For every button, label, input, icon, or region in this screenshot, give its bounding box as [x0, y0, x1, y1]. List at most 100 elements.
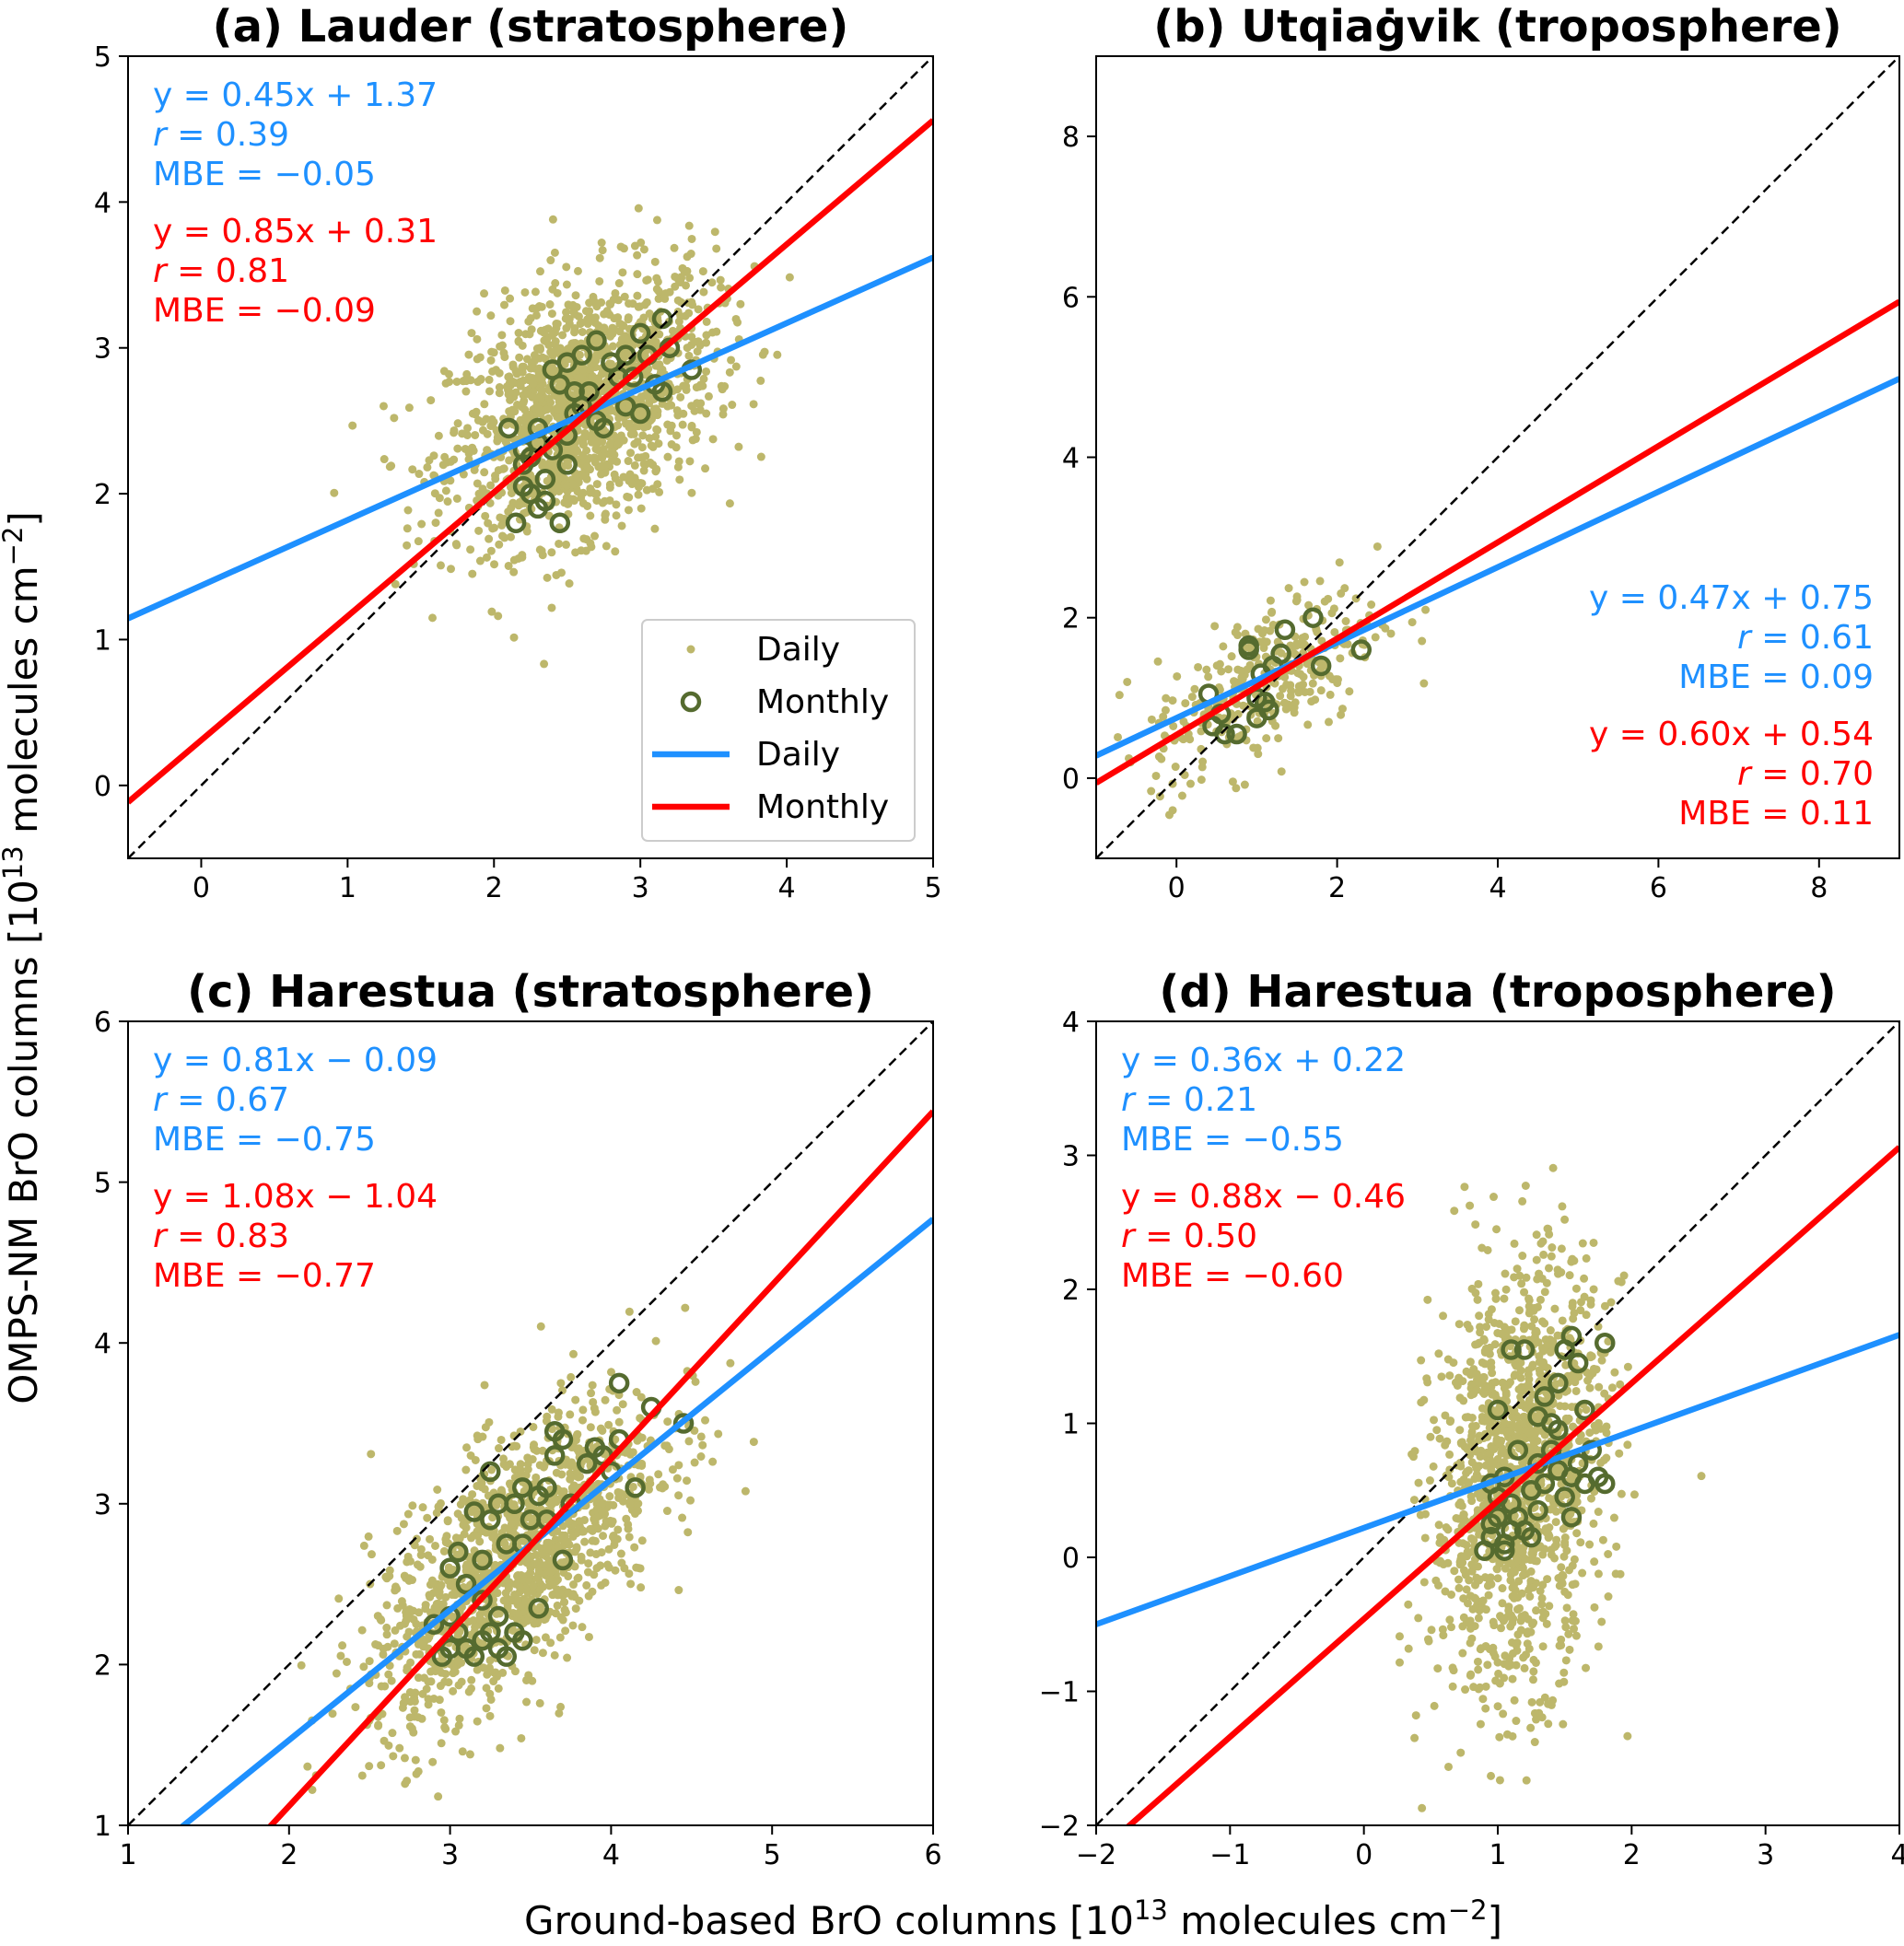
daily-point	[1324, 717, 1333, 727]
daily-point	[1483, 1416, 1492, 1426]
daily-point	[1504, 1661, 1513, 1671]
daily-point	[415, 470, 424, 479]
daily-point	[445, 378, 454, 387]
daily-point	[1569, 1610, 1578, 1619]
daily-point	[1555, 1679, 1564, 1688]
daily-point	[1474, 1665, 1483, 1674]
daily-point	[495, 383, 504, 392]
daily-point	[1471, 1462, 1480, 1471]
daily-point	[1623, 1440, 1632, 1450]
daily-point	[633, 251, 642, 260]
daily-point	[637, 1461, 647, 1470]
daily-point	[591, 445, 601, 454]
daily-point	[1610, 1368, 1619, 1377]
daily-point	[1611, 1569, 1620, 1579]
x-tick-label: 2	[1623, 1839, 1641, 1871]
daily-point	[1290, 708, 1299, 717]
daily-point	[539, 328, 548, 337]
daily-point	[516, 1465, 525, 1474]
daily-point	[672, 1474, 682, 1483]
daily-point	[698, 1440, 707, 1450]
x-tick-label: 2	[1328, 872, 1346, 904]
daily-point	[502, 1462, 511, 1472]
daily-point	[477, 1639, 486, 1649]
daily-point	[1232, 784, 1241, 793]
daily-point	[530, 1440, 539, 1450]
monthly-point	[497, 417, 520, 439]
fit-mbe: MBE = −0.60	[1121, 1257, 1344, 1295]
daily-point	[1381, 623, 1390, 633]
daily-point	[357, 1771, 367, 1780]
daily-point	[1475, 1606, 1484, 1615]
monthly-point	[1258, 699, 1279, 721]
daily-point	[420, 1642, 429, 1651]
daily-point	[648, 484, 658, 494]
daily-point	[1582, 1253, 1591, 1263]
daily-point	[431, 1541, 440, 1550]
daily-point	[602, 1517, 611, 1526]
daily-point	[602, 309, 612, 318]
daily-point	[624, 457, 633, 466]
daily-point	[1554, 1391, 1563, 1400]
daily-point	[614, 1417, 624, 1427]
daily-point	[687, 332, 696, 342]
daily-point	[1571, 1386, 1581, 1395]
daily-point	[1530, 1708, 1539, 1718]
daily-point	[663, 1417, 672, 1427]
daily-point	[1421, 605, 1431, 614]
monthly-point	[439, 1557, 461, 1579]
daily-point	[1418, 1803, 1427, 1812]
daily-point	[410, 1541, 419, 1550]
daily-point	[1551, 1518, 1560, 1527]
daily-point	[1293, 669, 1302, 678]
daily-point	[1168, 696, 1177, 705]
daily-point	[450, 1591, 460, 1600]
monthly-point	[622, 367, 644, 388]
daily-point	[1294, 688, 1303, 697]
daily-point	[660, 294, 670, 303]
daily-point	[1519, 1324, 1528, 1334]
daily-point	[1526, 1447, 1536, 1456]
daily-point	[1524, 1380, 1533, 1389]
daily-point	[1212, 661, 1221, 670]
daily-point	[434, 1792, 443, 1801]
daily-point	[568, 1580, 578, 1590]
fit-equation: y = 0.60x + 0.54	[1589, 716, 1874, 753]
fit-mbe: MBE = −0.77	[153, 1257, 376, 1295]
daily-point	[1249, 743, 1258, 752]
daily-point	[1589, 1519, 1598, 1528]
daily-point	[1550, 1542, 1559, 1551]
daily-point	[524, 1671, 533, 1680]
daily-point	[693, 347, 702, 356]
panel-title: (a) Lauder (stratosphere)	[213, 1, 849, 52]
daily-point	[555, 1589, 564, 1598]
daily-point	[1528, 1583, 1537, 1592]
daily-point	[425, 1591, 434, 1600]
daily-point	[1542, 1278, 1551, 1288]
y-tick-label: 2	[1062, 1275, 1080, 1307]
daily-point	[1500, 1383, 1509, 1392]
daily-point	[1480, 1346, 1489, 1356]
monthly-point	[455, 1573, 477, 1595]
daily-point	[611, 547, 620, 556]
daily-point	[446, 476, 455, 485]
daily-point	[741, 1486, 750, 1496]
daily-point	[676, 392, 685, 402]
daily-point	[673, 462, 683, 472]
daily-point	[405, 1713, 415, 1722]
daily-point	[1594, 1642, 1603, 1651]
daily-point	[480, 289, 489, 298]
daily-point	[1465, 1323, 1474, 1333]
daily-point	[516, 1427, 525, 1436]
daily-point	[568, 480, 578, 489]
daily-point	[1447, 1590, 1456, 1599]
daily-point	[1602, 1428, 1611, 1438]
daily-point	[619, 244, 628, 253]
legend-frame	[641, 619, 916, 842]
monthly-fit-line	[1125, 1145, 1899, 1825]
daily-point	[441, 1538, 450, 1547]
daily-point	[1419, 679, 1429, 688]
daily-point	[635, 302, 644, 311]
daily-point	[607, 456, 616, 465]
daily-point	[336, 1651, 345, 1661]
